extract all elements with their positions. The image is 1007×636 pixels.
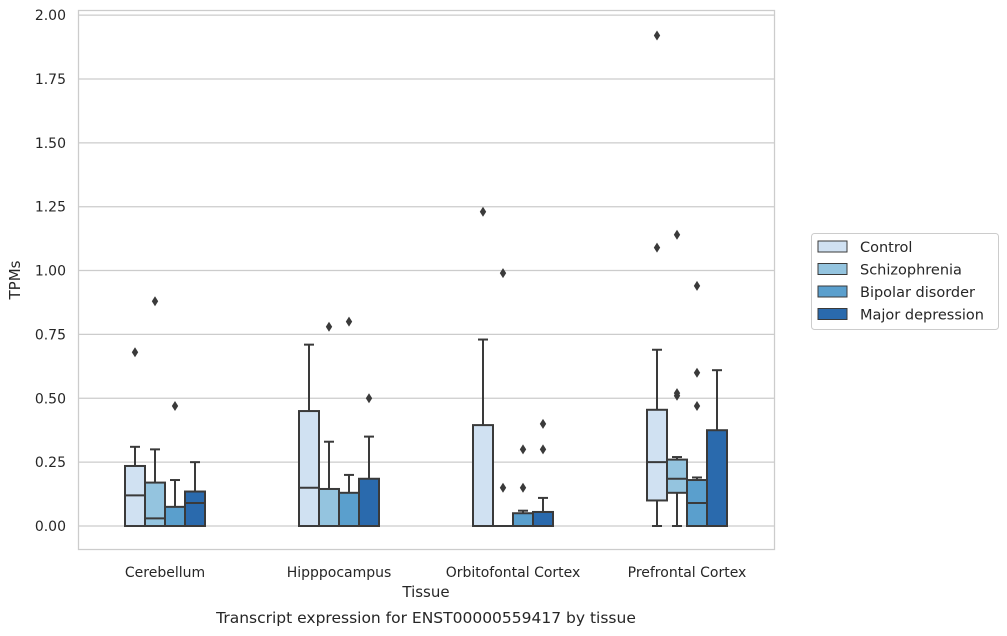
outlier-point bbox=[345, 316, 353, 327]
outlier-point bbox=[653, 242, 661, 253]
outlier-point bbox=[171, 400, 179, 411]
box-plots bbox=[124, 30, 728, 528]
y-tick-label: 1.75 bbox=[35, 72, 66, 88]
y-tick-label: 2.00 bbox=[35, 8, 66, 24]
legend-label: Major depression bbox=[860, 308, 984, 324]
y-tick-label: 1.50 bbox=[35, 136, 66, 152]
box-bipolar-disorder-2 bbox=[512, 444, 534, 528]
gridlines bbox=[78, 14, 774, 527]
box-bipolar-disorder-3 bbox=[686, 280, 708, 528]
box-body bbox=[512, 512, 534, 528]
box-body bbox=[472, 424, 494, 528]
box-body bbox=[184, 490, 206, 528]
box-body bbox=[338, 491, 360, 528]
outlier-point bbox=[693, 367, 701, 378]
legend-swatch bbox=[817, 285, 848, 298]
box-body bbox=[164, 505, 186, 528]
legend-swatch bbox=[817, 263, 848, 275]
x-tick-label: Cerebellum bbox=[125, 565, 205, 581]
box-bipolar-disorder-1 bbox=[338, 316, 360, 528]
legend-swatch bbox=[817, 308, 848, 320]
y-tick-labels: 0.00 0.25 0.50 0.75 1.00 1.25 1.50 1.75 2.00 bbox=[35, 8, 66, 535]
box-major-depression-2 bbox=[532, 418, 554, 528]
box-schizophrenia-3 bbox=[666, 229, 688, 528]
outlier-point bbox=[673, 388, 681, 399]
y-tick-label: 0.00 bbox=[35, 519, 66, 535]
legend-label: Bipolar disorder bbox=[860, 285, 975, 301]
y-tick-label: 1.25 bbox=[35, 200, 66, 216]
legend: Control Schizophrenia Bipolar disorder Majo… bbox=[811, 233, 999, 330]
outlier-point bbox=[499, 268, 507, 279]
legend-frame bbox=[811, 233, 999, 330]
y-tick-label: 1.00 bbox=[35, 264, 66, 280]
outlier-point bbox=[539, 418, 547, 429]
outlier-point bbox=[499, 482, 507, 493]
y-tick-label: 0.25 bbox=[35, 455, 66, 471]
x-tick-label: Hipppocampus bbox=[287, 565, 392, 581]
outlier-point bbox=[653, 30, 661, 41]
legend-swatch bbox=[817, 240, 848, 253]
box-body bbox=[706, 429, 728, 528]
outlier-point bbox=[519, 444, 527, 455]
outlier-point bbox=[519, 482, 527, 493]
outlier-point bbox=[479, 206, 487, 217]
outlier-point bbox=[539, 444, 547, 455]
box-control-3 bbox=[646, 30, 668, 528]
box-body bbox=[144, 481, 166, 528]
legend-item-major-depression: Major depression bbox=[817, 308, 984, 324]
x-tick-labels: Cerebellum Hipppocampus Orbitofontal Corte… bbox=[125, 565, 746, 581]
box-schizophrenia-0 bbox=[144, 296, 166, 528]
box-schizophrenia-1 bbox=[318, 321, 340, 528]
box-schizophrenia-2 bbox=[493, 268, 513, 528]
outlier-point bbox=[365, 393, 373, 404]
legend-item-bipolar-disorder: Bipolar disorder bbox=[817, 285, 975, 301]
box-body bbox=[358, 477, 380, 528]
legend-item-control: Control bbox=[817, 240, 912, 256]
box-bipolar-disorder-0 bbox=[164, 400, 186, 528]
outlier-point bbox=[693, 280, 701, 291]
outlier-point bbox=[693, 400, 701, 411]
box-body bbox=[646, 408, 668, 502]
x-axis-title: Tissue bbox=[401, 583, 449, 601]
box-control-2 bbox=[472, 206, 494, 528]
chart-caption: Transcript expression for ENST0000055941… bbox=[215, 609, 636, 627]
legend-label: Control bbox=[860, 240, 912, 256]
y-tick-label: 0.50 bbox=[35, 391, 66, 407]
box-major-depression-0 bbox=[184, 461, 206, 528]
box-control-0 bbox=[124, 347, 146, 528]
x-tick-label: Orbitofontal Cortex bbox=[446, 565, 581, 581]
outlier-point bbox=[673, 229, 681, 240]
box-major-depression-3 bbox=[706, 369, 728, 528]
outlier-point bbox=[131, 347, 139, 358]
box-major-depression-1 bbox=[358, 393, 380, 528]
box-body bbox=[666, 458, 688, 494]
y-axis-title: TPMs bbox=[6, 260, 24, 300]
legend-label: Schizophrenia bbox=[860, 263, 962, 279]
legend-item-schizophrenia: Schizophrenia bbox=[817, 263, 962, 279]
outlier-point bbox=[151, 296, 159, 307]
outlier-point bbox=[325, 321, 333, 332]
box-body bbox=[532, 510, 554, 528]
plot-frame bbox=[77, 9, 776, 551]
box-body bbox=[298, 410, 320, 528]
y-tick-label: 0.75 bbox=[35, 327, 66, 343]
x-tick-label: Prefrontal Cortex bbox=[628, 565, 747, 581]
box-control-1 bbox=[298, 343, 320, 528]
box-body bbox=[318, 487, 340, 528]
